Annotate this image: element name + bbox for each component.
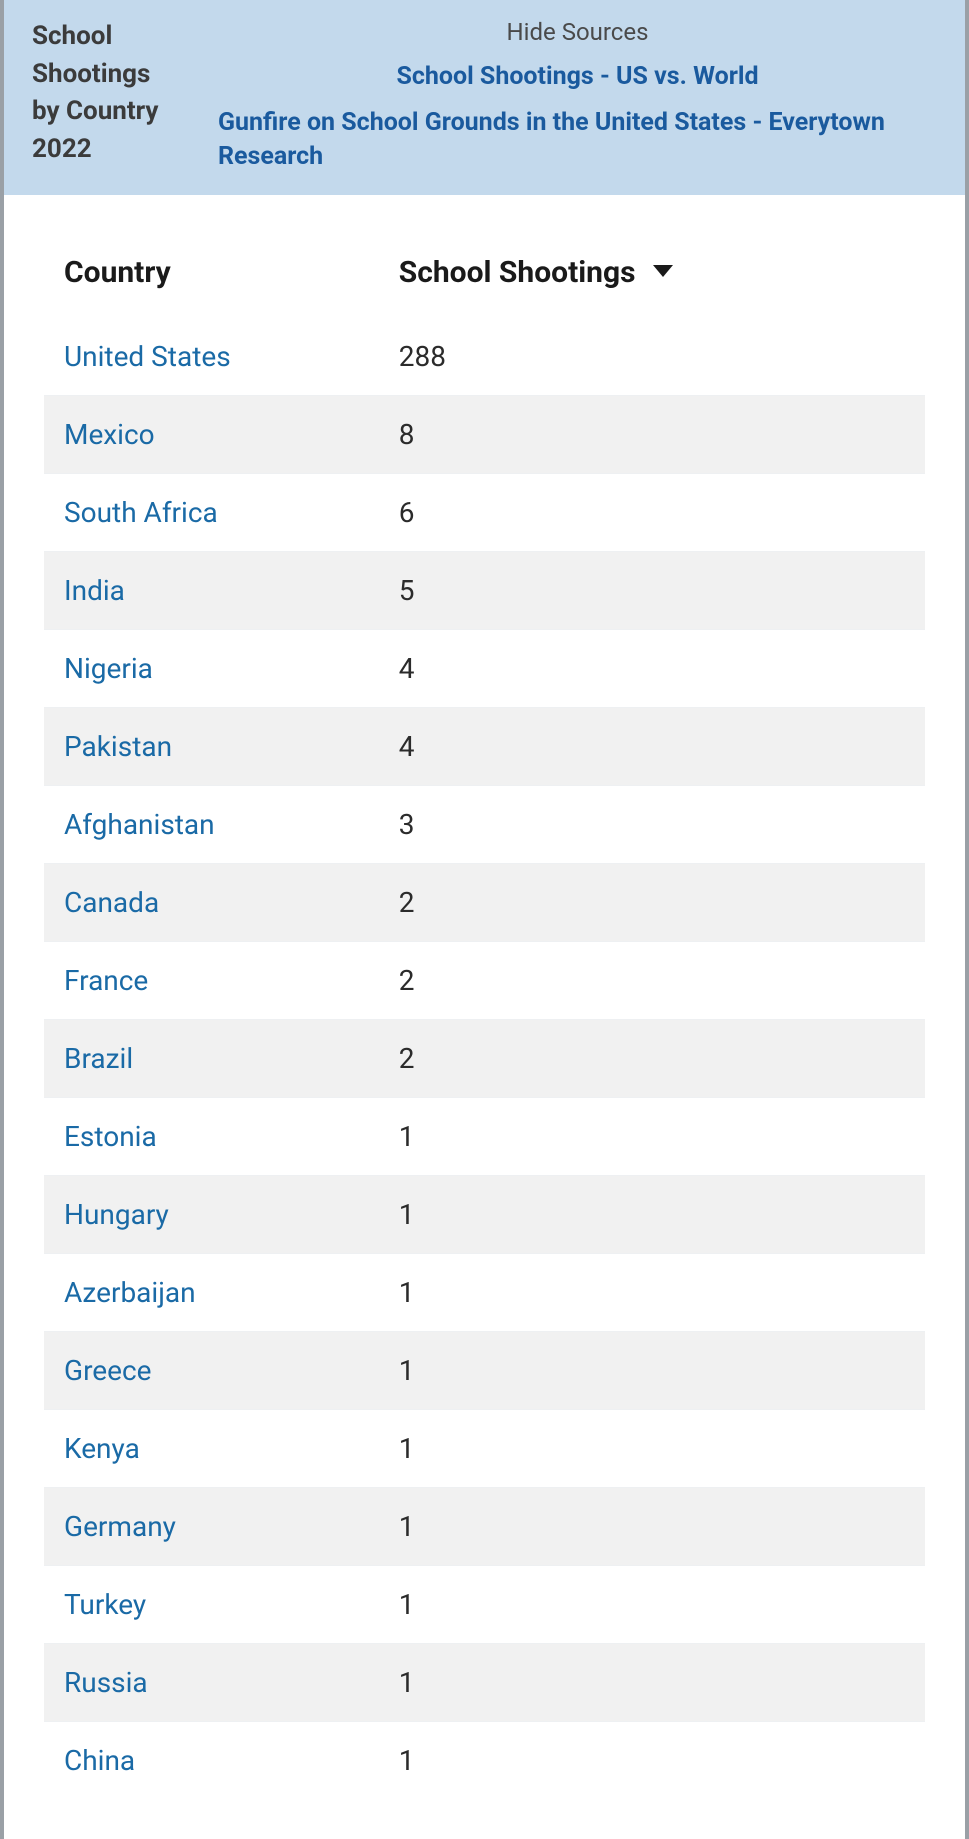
value-cell: 3	[379, 786, 925, 864]
country-cell: Afghanistan	[44, 786, 379, 864]
table-row: Azerbaijan 1	[44, 1254, 925, 1332]
country-cell: United States	[44, 318, 379, 396]
country-cell: France	[44, 942, 379, 1020]
country-cell: Kenya	[44, 1410, 379, 1488]
table-row: Pakistan 4	[44, 708, 925, 786]
value-cell: 1	[379, 1644, 925, 1722]
value-cell: 5	[379, 552, 925, 630]
table-container: Country School Shootings United States28…	[4, 195, 965, 1839]
country-cell: Turkey	[44, 1566, 379, 1644]
value-cell: 4	[379, 630, 925, 708]
data-table: Country School Shootings United States28…	[44, 255, 925, 1799]
country-link[interactable]: Hungary	[64, 1198, 169, 1231]
table-body: United States288Mexico8South Africa6Indi…	[44, 318, 925, 1799]
value-cell: 6	[379, 474, 925, 552]
table-row: France 2	[44, 942, 925, 1020]
column-header-label: School Shootings	[399, 255, 636, 290]
table-row: Estonia 1	[44, 1098, 925, 1176]
table-row: Germany 1	[44, 1488, 925, 1566]
country-link[interactable]: Germany	[64, 1510, 176, 1543]
country-link[interactable]: Greece	[64, 1354, 152, 1387]
country-link[interactable]: Kenya	[64, 1432, 140, 1465]
table-row: Brazil 2	[44, 1020, 925, 1098]
country-cell: Mexico	[44, 396, 379, 474]
country-link[interactable]: United States	[64, 340, 231, 373]
value-cell: 1	[379, 1098, 925, 1176]
value-cell: 1	[379, 1488, 925, 1566]
table-row: Hungary 1	[44, 1176, 925, 1254]
sort-desc-icon	[653, 265, 673, 277]
table-row: Kenya 1	[44, 1410, 925, 1488]
source-link[interactable]: Gunfire on School Grounds in the United …	[212, 106, 943, 174]
table-row: Mexico 8	[44, 396, 925, 474]
country-cell: South Africa	[44, 474, 379, 552]
sources-header: School Shootings by Country 2022 Hide So…	[4, 0, 965, 195]
table-row: China 1	[44, 1722, 925, 1800]
country-cell: Russia	[44, 1644, 379, 1722]
country-link[interactable]: Azerbaijan	[64, 1276, 196, 1309]
column-header-shootings[interactable]: School Shootings	[379, 255, 925, 318]
table-row: Greece 1	[44, 1332, 925, 1410]
country-link[interactable]: Estonia	[64, 1120, 157, 1153]
country-cell: Hungary	[44, 1176, 379, 1254]
column-header-country[interactable]: Country	[44, 255, 379, 318]
country-cell: Greece	[44, 1332, 379, 1410]
value-cell: 2	[379, 864, 925, 942]
page-frame: School Shootings by Country 2022 Hide So…	[0, 0, 969, 1839]
country-link[interactable]: South Africa	[64, 496, 218, 529]
value-cell: 2	[379, 1020, 925, 1098]
value-cell: 4	[379, 708, 925, 786]
table-row: Turkey 1	[44, 1566, 925, 1644]
value-cell: 1	[379, 1566, 925, 1644]
table-row: United States 288	[44, 318, 925, 396]
table-row: India 5	[44, 552, 925, 630]
country-cell: Germany	[44, 1488, 379, 1566]
country-link[interactable]: Brazil	[64, 1042, 133, 1075]
country-cell: Nigeria	[44, 630, 379, 708]
country-cell: Pakistan	[44, 708, 379, 786]
country-cell: Azerbaijan	[44, 1254, 379, 1332]
value-cell: 1	[379, 1332, 925, 1410]
country-cell: Estonia	[44, 1098, 379, 1176]
country-link[interactable]: Pakistan	[64, 730, 172, 763]
country-cell: Canada	[44, 864, 379, 942]
value-cell: 1	[379, 1254, 925, 1332]
country-link[interactable]: Nigeria	[64, 652, 153, 685]
country-link[interactable]: France	[64, 964, 148, 997]
country-cell: India	[44, 552, 379, 630]
table-row: Russia 1	[44, 1644, 925, 1722]
source-link[interactable]: School Shootings - US vs. World	[212, 60, 943, 94]
table-row: Canada 2	[44, 864, 925, 942]
country-link[interactable]: Canada	[64, 886, 159, 919]
country-link[interactable]: Turkey	[64, 1588, 146, 1621]
country-cell: Brazil	[44, 1020, 379, 1098]
table-row: South Africa 6	[44, 474, 925, 552]
table-row: Afghanistan 3	[44, 786, 925, 864]
value-cell: 1	[379, 1410, 925, 1488]
value-cell: 288	[379, 318, 925, 396]
sources-panel: Hide Sources School Shootings - US vs. W…	[212, 18, 943, 173]
country-link[interactable]: India	[64, 574, 125, 607]
page-title: School Shootings by Country 2022	[32, 18, 182, 169]
country-link[interactable]: China	[64, 1744, 135, 1777]
value-cell: 8	[379, 396, 925, 474]
value-cell: 1	[379, 1722, 925, 1800]
table-row: Nigeria 4	[44, 630, 925, 708]
hide-sources-toggle[interactable]: Hide Sources	[212, 18, 943, 46]
value-cell: 1	[379, 1176, 925, 1254]
country-cell: China	[44, 1722, 379, 1800]
country-link[interactable]: Mexico	[64, 418, 155, 451]
country-link[interactable]: Russia	[64, 1666, 148, 1699]
table-header-row: Country School Shootings	[44, 255, 925, 318]
value-cell: 2	[379, 942, 925, 1020]
country-link[interactable]: Afghanistan	[64, 808, 215, 841]
